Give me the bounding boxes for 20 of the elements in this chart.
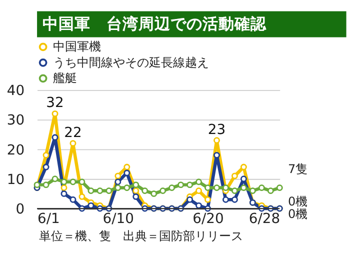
x-tick-label: 6/20 <box>192 210 224 227</box>
legend-label: 中国軍機 <box>52 40 101 54</box>
x-tick-label: 6/10 <box>102 210 134 227</box>
annotation: 7隻 <box>288 162 308 176</box>
annotation: 0機 <box>288 194 308 209</box>
x-tick-label: 6/1 <box>38 210 60 227</box>
legend-label: 艦艇 <box>52 71 77 86</box>
annotation: 0機 <box>288 206 308 221</box>
y-tick-label: 20 <box>6 142 25 158</box>
y-tick-label: 10 <box>6 172 25 188</box>
annotation: 23 <box>208 122 226 138</box>
annotation: 32 <box>46 95 64 112</box>
y-tick-label: 30 <box>6 112 25 129</box>
legend-label: うち中間線やその延長線越え <box>52 55 209 70</box>
y-tick-label: 0 <box>16 202 25 218</box>
annotation: 22 <box>64 124 82 141</box>
x-tick-label: 6/28 <box>248 210 280 227</box>
y-tick-label: 40 <box>6 83 25 100</box>
chart-title: 中国軍 台湾周辺での活動確認 <box>42 14 268 33</box>
text: 単位＝機、隻 出典＝国防部リリース <box>38 229 243 243</box>
